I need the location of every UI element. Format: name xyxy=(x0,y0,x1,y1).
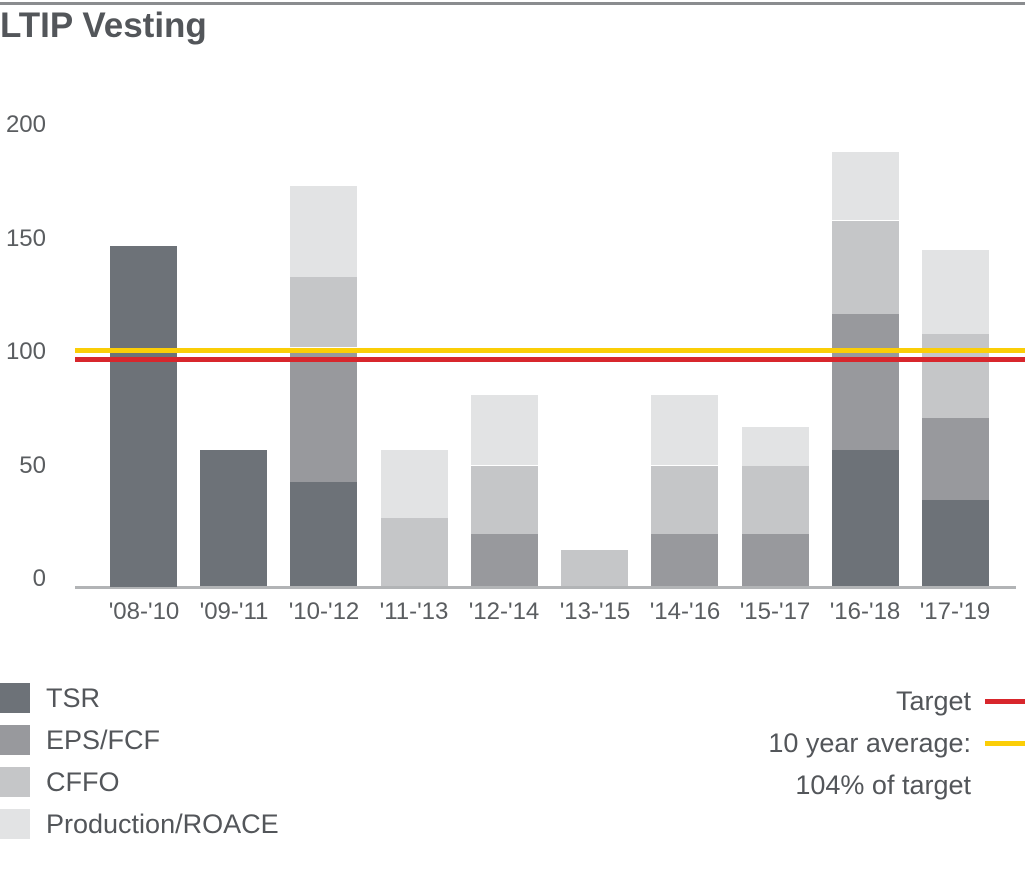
10-year-average-line xyxy=(75,348,1025,353)
bar-segment-eps-fcf xyxy=(471,534,538,586)
bar-segment-production-roace xyxy=(290,186,357,277)
bar-segment-production-roace xyxy=(471,395,538,465)
legend-label: CFFO xyxy=(46,767,120,797)
legend-label: 104% of target xyxy=(795,770,971,800)
bar-segment-production-roace xyxy=(651,395,718,465)
bar-segment-cffo xyxy=(832,221,899,314)
bar-segment-tsr xyxy=(290,482,357,586)
bar-segment-tsr xyxy=(110,246,177,587)
bar-segment-production-roace xyxy=(922,250,989,334)
bar-segment-eps-fcf xyxy=(922,418,989,500)
legend-item-cffo: CFFO xyxy=(0,767,279,797)
bar-segment-production-roace xyxy=(381,450,448,518)
legend-item-10-year-average: 10 year average: xyxy=(768,728,1025,758)
bar-segment-cffo xyxy=(922,334,989,418)
bar-segment-production-roace xyxy=(742,427,809,466)
legend-item-eps-fcf: EPS/FCF xyxy=(0,725,279,755)
target-legend: Target 10 year average: 104% of target xyxy=(768,686,1025,812)
x-axis-tick-label: '17-'19 xyxy=(919,598,991,625)
x-axis-tick-label: '13-'15 xyxy=(559,598,631,625)
bar-segment-cffo xyxy=(381,518,448,586)
x-axis-tick-label: '14-'16 xyxy=(649,598,721,625)
legend-swatch-eps-fcf xyxy=(0,725,30,755)
legend-item-104-of-target: 104% of target xyxy=(768,770,1025,800)
bar-segment-cffo xyxy=(742,466,809,534)
bar-segment-eps-fcf xyxy=(742,534,809,586)
legend-swatch-cffo xyxy=(0,767,30,797)
bar-segment-cffo xyxy=(290,277,357,347)
x-axis-tick-label: '10-'12 xyxy=(288,598,360,625)
legend-item-target: Target xyxy=(768,686,1025,716)
x-axis-tick-label: '16-'18 xyxy=(829,598,901,625)
legend-swatch-tsr xyxy=(0,683,30,713)
bar-segment-eps-fcf xyxy=(290,348,357,482)
chart-title: LTIP Vesting xyxy=(0,6,207,45)
x-axis-tick-label: '08-'10 xyxy=(108,598,180,625)
bar-segment-eps-fcf xyxy=(651,534,718,586)
legend-label: Target xyxy=(895,686,971,716)
legend-item-production-roace: Production/ROACE xyxy=(0,809,279,839)
bar-segment-tsr xyxy=(200,450,267,586)
top-border-rule xyxy=(0,2,1025,5)
legend-swatch-production-roace xyxy=(0,809,30,839)
target-line xyxy=(75,357,1025,362)
bar-segment-cffo xyxy=(561,550,628,586)
y-axis-tick-label: 150 xyxy=(5,225,46,252)
plot-area: 0 50 100 150 200 '08-'10 '09-'11 '10-'12 '11-'13… xyxy=(5,111,1025,625)
x-axis-tick-label: '09-'11 xyxy=(199,598,269,625)
legend-label: Production/ROACE xyxy=(46,809,279,839)
legend-label: EPS/FCF xyxy=(46,725,161,755)
x-axis-tick-label: '12-'14 xyxy=(468,598,540,625)
x-axis-tick-label: '11-'13 xyxy=(379,598,449,625)
y-axis-tick-label: 100 xyxy=(5,338,46,365)
bar-segment-cffo xyxy=(651,466,718,534)
bar-segment-tsr xyxy=(922,500,989,586)
y-axis-tick-label: 200 xyxy=(5,111,46,138)
x-axis-tick-label: '15-'17 xyxy=(739,598,811,625)
legend-label: TSR xyxy=(46,683,100,713)
legend-line-swatch-target xyxy=(985,698,1025,704)
bar-segment-tsr xyxy=(832,450,899,586)
legend-label: 10 year average: xyxy=(768,728,971,758)
series-legend: TSR EPS/FCF CFFO Production/ROACE xyxy=(0,683,279,851)
legend-line-swatch-10-year-average xyxy=(985,740,1025,746)
y-axis-tick-label: 50 xyxy=(19,452,46,479)
x-axis-line xyxy=(75,586,1016,589)
bar-segment-production-roace xyxy=(832,152,899,220)
y-axis-tick-label: 0 xyxy=(32,565,46,592)
bar-segment-eps-fcf xyxy=(832,314,899,450)
legend-item-tsr: TSR xyxy=(0,683,279,713)
bar-segment-cffo xyxy=(471,466,538,534)
